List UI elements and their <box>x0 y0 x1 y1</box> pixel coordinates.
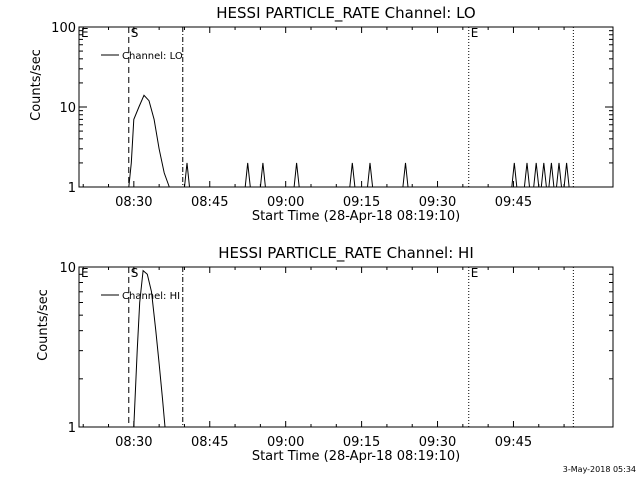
x-tick-label: 09:00 <box>267 195 304 210</box>
panel-hi: HESSI PARTICLE_RATE Channel: HI 08:30 08:4… <box>36 244 614 464</box>
marker-label: E <box>471 266 479 280</box>
x-tick-label: 09:45 <box>495 435 532 450</box>
y-tick-label: 1 <box>68 181 76 196</box>
x-tick-label: 09:30 <box>419 195 456 210</box>
x-axis-label: Start Time (28-Apr-18 08:19:10) <box>252 449 460 464</box>
series-line <box>128 94 570 188</box>
marker-label: S <box>131 266 139 280</box>
x-axis-label: Start Time (28-Apr-18 08:19:10) <box>252 209 460 224</box>
marker-label: S <box>131 26 139 40</box>
x-tick-label: 09:30 <box>419 435 456 450</box>
marker-label: E <box>81 26 89 40</box>
legend-label: Channel: HI <box>122 291 180 302</box>
marker-label: E <box>471 26 479 40</box>
series-line <box>133 269 166 428</box>
chart-title: HESSI PARTICLE_RATE Channel: LO <box>216 4 475 23</box>
x-tick-label: 09:15 <box>343 435 380 450</box>
y-tick-label: 1 <box>68 421 76 436</box>
chart-title: HESSI PARTICLE_RATE Channel: HI <box>218 244 474 263</box>
x-tick-label: 09:00 <box>267 435 304 450</box>
y-tick-label: 100 <box>51 21 76 36</box>
legend-label: Channel: LO <box>122 51 183 62</box>
panel-lo: HESSI PARTICLE_RATE Channel: LO 08:30 08:4… <box>29 4 614 224</box>
plot-frame <box>78 266 614 428</box>
x-tick-label: 08:30 <box>115 195 152 210</box>
y-axis-label: Counts/sec <box>36 289 51 361</box>
x-tick-label: 08:45 <box>191 195 228 210</box>
x-tick-label: 08:30 <box>115 435 152 450</box>
y-tick-label: 10 <box>59 101 76 116</box>
y-tick-label: 10 <box>59 261 76 276</box>
x-tick-label: 09:45 <box>495 195 532 210</box>
x-tick-label: 08:45 <box>191 435 228 450</box>
footer-timestamp: 3-May-2018 05:34 <box>562 465 636 474</box>
x-tick-label: 09:15 <box>343 195 380 210</box>
marker-label: E <box>81 266 89 280</box>
y-axis-label: Counts/sec <box>29 49 44 121</box>
